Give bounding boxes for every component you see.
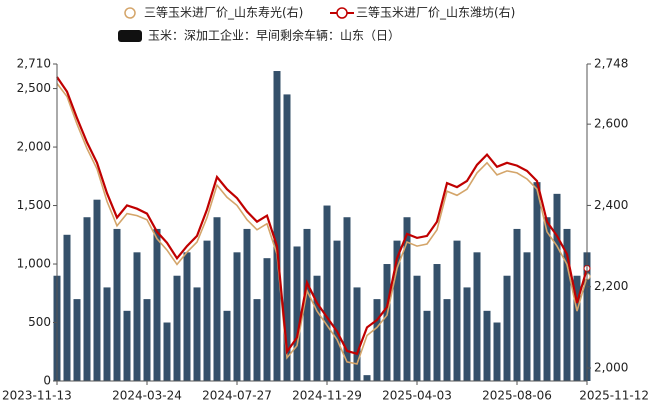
bar	[223, 310, 231, 381]
legend-label: 玉米：深加工企业：早间剩余车辆：山东（日）	[148, 28, 400, 43]
bar	[293, 246, 301, 381]
bar	[563, 228, 571, 381]
bar	[413, 275, 421, 381]
bar	[423, 310, 431, 381]
y-tick-label: 500	[28, 315, 51, 329]
x-tick-label: 2025-11-12	[579, 389, 649, 403]
bar	[83, 217, 91, 381]
bar	[523, 252, 531, 381]
bar	[183, 252, 191, 381]
bar	[393, 240, 401, 381]
bar	[243, 228, 251, 381]
bar	[483, 310, 491, 381]
bar	[153, 228, 161, 381]
bar	[503, 275, 511, 381]
bar	[193, 287, 201, 381]
bar	[353, 287, 361, 381]
y2-tick-label: 2,748	[594, 57, 628, 71]
bar	[173, 275, 181, 381]
bar	[543, 217, 551, 381]
bar	[573, 275, 581, 381]
bar	[263, 258, 271, 381]
bar	[343, 217, 351, 381]
bar	[113, 228, 121, 381]
bar	[163, 322, 171, 381]
y2-tick-label: 2,600	[594, 117, 628, 131]
bar	[73, 299, 81, 381]
bar	[553, 193, 561, 381]
bar	[313, 275, 321, 381]
bar	[143, 299, 151, 381]
bar	[133, 252, 141, 381]
x-tick-label: 2024-11-29	[292, 389, 362, 403]
x-tick-label: 2025-08-06	[482, 389, 552, 403]
bar	[63, 234, 71, 381]
y2-tick-label: 2,200	[594, 279, 628, 293]
bar	[453, 240, 461, 381]
x-tick-label: 2025-04-03	[382, 389, 452, 403]
bar	[463, 287, 471, 381]
bar	[403, 217, 411, 381]
legend-swatch	[336, 7, 348, 19]
legend-swatch	[124, 7, 136, 19]
y-tick-label: 1,500	[17, 198, 51, 212]
x-tick-label: 2024-07-27	[202, 389, 272, 403]
bar	[473, 252, 481, 381]
bar	[233, 252, 241, 381]
bar	[93, 199, 101, 381]
bar	[533, 182, 541, 381]
bar	[123, 310, 131, 381]
bar	[283, 94, 291, 382]
bar	[213, 217, 221, 381]
legend-label: 三等玉米进厂价_山东潍坊(右)	[356, 5, 515, 20]
legend-swatch	[118, 30, 142, 42]
y2-tick-label: 2,000	[594, 360, 628, 374]
legend-label: 三等玉米进厂价_山东寿光(右)	[144, 5, 303, 20]
bar	[303, 228, 311, 381]
x-tick-label: 2023-11-13	[2, 389, 72, 403]
bar	[383, 264, 391, 381]
y-tick-label: 0	[43, 374, 51, 388]
bar	[433, 264, 441, 381]
y-tick-label: 1,000	[17, 257, 51, 271]
x-tick-label: 2024-03-24	[112, 389, 182, 403]
y-tick-label: 2,710	[17, 57, 51, 71]
bar	[333, 240, 341, 381]
y2-tick-label: 2,400	[594, 198, 628, 212]
bar	[363, 375, 371, 381]
y-tick-label: 2,000	[17, 140, 51, 154]
line	[56, 83, 588, 365]
line	[56, 76, 589, 356]
bar	[373, 299, 381, 381]
bar	[323, 205, 331, 381]
bar	[203, 240, 211, 381]
y-tick-label: 2,500	[17, 81, 51, 95]
bar	[443, 299, 451, 381]
bar	[513, 228, 521, 381]
bar	[493, 322, 501, 381]
bar	[273, 71, 281, 382]
bar	[103, 287, 111, 381]
bar	[253, 299, 261, 381]
